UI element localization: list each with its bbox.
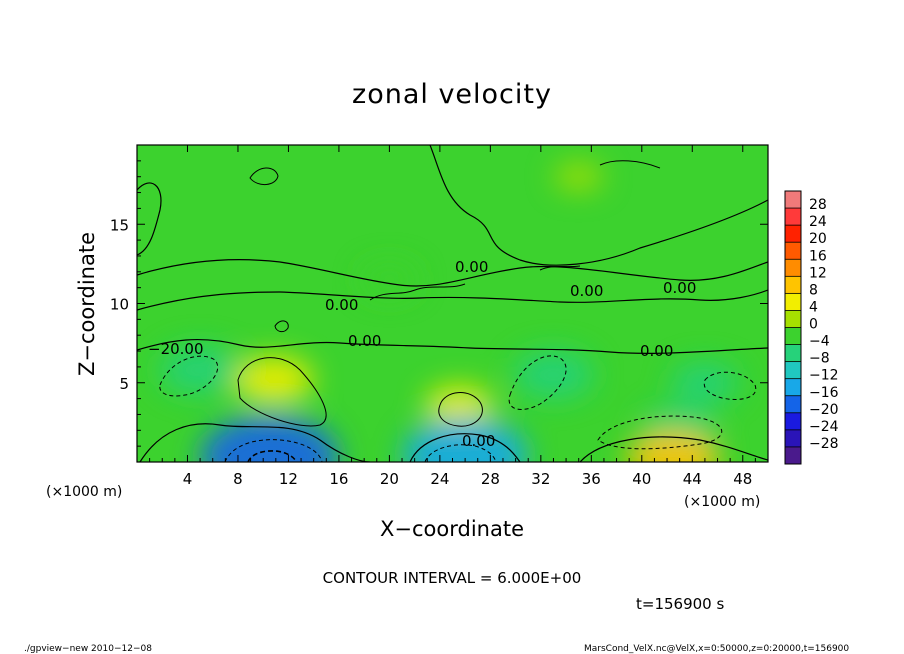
x-axis-title: X−coordinate: [380, 517, 524, 541]
x-tick-label: 48: [733, 470, 752, 488]
colorbar-swatch: [785, 378, 801, 397]
footer-right: MarsCond_VelX.nc@VelX,x=0:50000,z=0:2000…: [584, 644, 849, 654]
colorbar-tick-label: 12: [809, 265, 827, 281]
contour-label: 0.00: [462, 432, 495, 450]
x-axis: 4 8 12 16 20 24 28 32 36 40 44 48: [149, 145, 756, 488]
colorbar-swatch: [785, 344, 801, 362]
field-feature-9: [361, 263, 417, 296]
y-tick-label: 10: [110, 296, 129, 314]
colorbar-swatch: [785, 361, 801, 379]
field-feature-4: [159, 346, 241, 395]
x-tick-label: 36: [582, 470, 601, 488]
colorbar-swatch: [785, 276, 801, 294]
field-feature-7: [670, 362, 739, 403]
contour-label: 0.00: [455, 258, 488, 276]
colorbar-tick-label: 16: [809, 248, 827, 264]
field-feature-0: [232, 355, 314, 404]
contour-label: 0.00: [325, 296, 358, 314]
x-unit-label: (×1000 m): [684, 494, 760, 510]
y-tick-label: 15: [110, 216, 129, 234]
colorbar-tick-label: 28: [809, 197, 827, 213]
field-feature-3: [200, 415, 339, 462]
field-feature-5: [513, 350, 594, 399]
colorbar-swatch: [785, 310, 801, 328]
contour-label: 0.00: [663, 279, 696, 297]
colorbar-tick-label: −24: [809, 419, 839, 435]
x-tick-label: 28: [481, 470, 500, 488]
contour-labels: 0.00 0.00 0.00 0.00 0.00 −20.00 0.00 0.00: [148, 258, 696, 450]
footer-left: ./gpview−new 2010−12−08: [24, 644, 152, 654]
contour-label: −20.00: [148, 340, 204, 358]
colorbar-tick-label: 24: [809, 214, 827, 230]
colorbar-swatch: [785, 446, 801, 465]
colorbar-tick-label: 8: [809, 282, 818, 298]
colorbar-tick-label: −16: [809, 385, 839, 401]
chart-title: zonal velocity: [352, 79, 552, 110]
x-tick-label: 12: [279, 470, 298, 488]
x-tick-label: 32: [531, 470, 550, 488]
contour-label: 0.00: [640, 342, 673, 360]
field-feature-10: [554, 162, 604, 191]
colorbar-swatch: [785, 293, 801, 311]
colorbar-tick-label: 0: [809, 317, 818, 333]
field-shading: [159, 162, 739, 462]
colorbar-tick-label: −4: [809, 334, 830, 350]
x-unit-left-label: (×1000 m): [46, 484, 122, 500]
contour-interval-label: CONTOUR INTERVAL = 6.000E+00: [323, 569, 582, 587]
colorbar-tick-label: −8: [809, 351, 830, 367]
colorbar-swatch: [785, 242, 801, 260]
x-tick-label: 44: [683, 470, 702, 488]
x-tick-label: 16: [329, 470, 348, 488]
colorbar-tick-label: −20: [809, 402, 839, 418]
x-tick-label: 8: [233, 470, 243, 488]
plot-area: 0.00 0.00 0.00 0.00 0.00 −20.00 0.00 0.00: [137, 145, 768, 462]
x-tick-label: 24: [430, 470, 449, 488]
field-feature-8: [626, 430, 721, 462]
x-tick-label: 20: [380, 470, 399, 488]
colorbar-tick-label: −12: [809, 368, 839, 384]
colorbar-swatch: [785, 327, 801, 345]
colorbar-swatch: [785, 208, 801, 226]
colorbar-swatch: [785, 225, 801, 243]
colorbar-swatch: [785, 395, 801, 414]
colorbar-swatch: [785, 259, 801, 277]
x-tick-label: 40: [632, 470, 651, 488]
field-feature-2: [402, 417, 528, 462]
x-tick-label: 4: [183, 470, 193, 488]
contour-lines: [137, 145, 768, 462]
colorbar-tick-label: 20: [809, 231, 827, 247]
contour-label: 0.00: [348, 332, 381, 350]
colorbar-swatch: [785, 429, 801, 448]
y-axis: 5 10 15: [110, 160, 768, 447]
y-tick-label: 5: [119, 375, 129, 393]
time-label: t=156900 s: [636, 595, 724, 613]
colorbar-tick-label: 4: [809, 299, 818, 315]
colorbar-swatch: [785, 191, 801, 209]
y-axis-title: Z−coordinate: [75, 232, 99, 376]
colorbar-swatch: [785, 412, 801, 431]
colorbar-tick-label: −28: [809, 436, 839, 452]
contour-label: 0.00: [570, 282, 603, 300]
field-feature-1: [424, 384, 493, 425]
